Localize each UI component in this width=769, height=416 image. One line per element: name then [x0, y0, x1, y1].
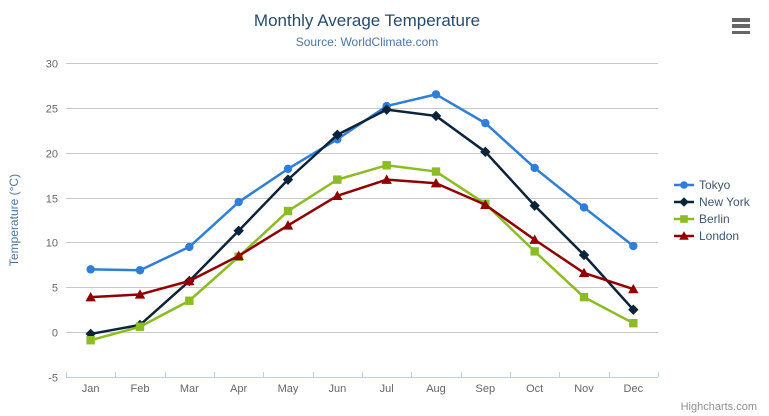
- yaxis-tick-label: 15: [46, 194, 58, 206]
- xaxis-tick-label: Feb: [131, 383, 150, 395]
- data-point-london[interactable]: [282, 220, 294, 230]
- yaxis-tick-label: 25: [46, 104, 58, 116]
- chart-title: Monthly Average Temperature: [253, 11, 481, 30]
- yaxis-title: Temperature (°C): [7, 173, 21, 267]
- legend-item-new-york[interactable]: New York: [674, 193, 750, 210]
- xaxis-tick-label: Oct: [526, 383, 543, 395]
- xaxis-tick-label: Dec: [624, 383, 644, 395]
- legend-label: London: [699, 228, 740, 243]
- series-line-new-york[interactable]: [89, 108, 635, 336]
- data-point-tokyo[interactable]: [431, 90, 441, 99]
- data-point-tokyo[interactable]: [579, 203, 589, 212]
- legend-label: Tokyo: [699, 177, 731, 192]
- data-point-berlin[interactable]: [530, 247, 539, 256]
- yaxis-tick-label: -5: [48, 373, 58, 385]
- tokyo-series-icon: [674, 180, 694, 189]
- xaxis-tick-label: Nov: [574, 383, 594, 395]
- yaxis-tick-label: 20: [46, 149, 58, 161]
- data-point-berlin[interactable]: [185, 296, 194, 305]
- london-series-icon: [674, 230, 694, 240]
- berlin-series-icon: [674, 214, 694, 223]
- legend-item-berlin[interactable]: Berlin: [674, 210, 750, 227]
- data-point-new-york[interactable]: [529, 200, 540, 211]
- hamburger-icon: [732, 24, 750, 28]
- data-point-london[interactable]: [233, 250, 244, 261]
- xaxis-tick-label: Jan: [82, 383, 100, 395]
- credits-link[interactable]: Highcharts.com: [680, 401, 757, 413]
- xaxis-tick-label: Jun: [328, 383, 346, 395]
- data-point-berlin[interactable]: [579, 292, 589, 302]
- hamburger-icon: [732, 18, 750, 22]
- legend: Tokyo New York Berlin London: [674, 176, 750, 244]
- data-point-tokyo[interactable]: [234, 197, 243, 207]
- yaxis-tick-label: 10: [46, 238, 58, 250]
- data-point-london[interactable]: [578, 267, 590, 278]
- data-point-tokyo[interactable]: [481, 118, 490, 128]
- series-line-tokyo[interactable]: [89, 93, 635, 272]
- data-point-berlin[interactable]: [382, 161, 391, 170]
- data-point-berlin[interactable]: [86, 336, 95, 345]
- yaxis-tick-label: 5: [52, 283, 58, 295]
- data-point-london[interactable]: [628, 283, 639, 294]
- data-point-new-york[interactable]: [282, 174, 294, 185]
- data-point-london[interactable]: [184, 275, 195, 286]
- data-point-new-york[interactable]: [430, 110, 442, 122]
- data-point-london[interactable]: [332, 190, 343, 200]
- data-point-new-york[interactable]: [381, 104, 392, 115]
- xaxis-tick-label: Aug: [426, 383, 446, 395]
- data-point-tokyo[interactable]: [135, 266, 145, 275]
- chart-subtitle: Source: WorldClimate.com: [295, 35, 439, 49]
- legend-item-london[interactable]: London: [674, 227, 750, 244]
- data-point-new-york[interactable]: [332, 129, 343, 140]
- data-point-london[interactable]: [381, 174, 392, 184]
- data-point-london[interactable]: [480, 199, 491, 209]
- legend-item-tokyo[interactable]: Tokyo: [674, 176, 750, 193]
- yaxis-tick-label: 0: [52, 328, 58, 340]
- data-point-new-york[interactable]: [578, 249, 590, 261]
- data-point-berlin[interactable]: [283, 206, 293, 216]
- data-point-berlin[interactable]: [135, 322, 145, 331]
- data-point-tokyo[interactable]: [185, 242, 194, 252]
- yaxis-tick-label: 30: [46, 59, 58, 71]
- data-point-london[interactable]: [134, 289, 146, 299]
- xaxis-tick-label: Apr: [230, 383, 247, 395]
- data-point-tokyo[interactable]: [530, 163, 539, 173]
- export-menu-button[interactable]: [731, 17, 752, 35]
- data-point-tokyo[interactable]: [283, 164, 293, 174]
- series-line-london[interactable]: [89, 178, 635, 299]
- legend-label: New York: [699, 194, 750, 209]
- new-york-series-icon: [674, 196, 694, 207]
- hamburger-icon: [732, 30, 750, 34]
- series-line-berlin[interactable]: [89, 164, 635, 342]
- data-point-london[interactable]: [529, 234, 540, 244]
- data-point-london[interactable]: [430, 178, 442, 188]
- xaxis-tick-label: Mar: [180, 383, 199, 395]
- data-point-tokyo[interactable]: [629, 241, 638, 251]
- legend-label: Berlin: [699, 211, 730, 226]
- data-point-berlin[interactable]: [431, 167, 441, 176]
- data-point-tokyo[interactable]: [86, 265, 95, 274]
- xaxis-tick-label: Jul: [380, 383, 394, 395]
- xaxis-tick-label: Sep: [476, 383, 496, 395]
- data-point-new-york[interactable]: [480, 146, 491, 158]
- data-point-london[interactable]: [85, 291, 96, 302]
- data-point-new-york[interactable]: [628, 304, 639, 315]
- data-point-new-york[interactable]: [233, 225, 244, 236]
- xaxis-tick-label: May: [278, 383, 299, 395]
- data-point-berlin[interactable]: [629, 318, 638, 328]
- data-point-berlin[interactable]: [333, 175, 342, 184]
